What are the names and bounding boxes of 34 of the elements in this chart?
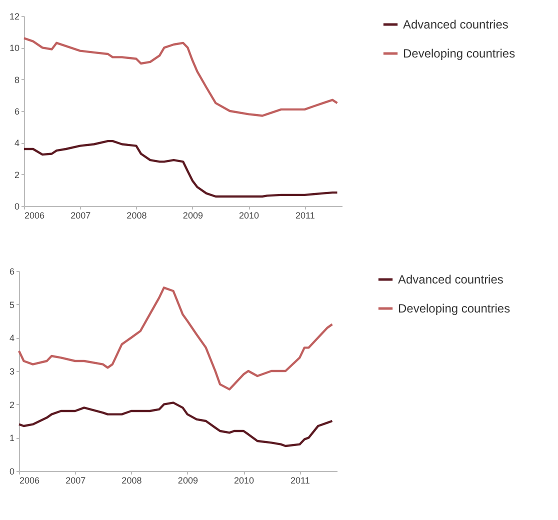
- x-tick-label: 2006: [24, 210, 45, 220]
- y-tick-label: 6: [14, 106, 20, 116]
- x-tick-label: 2007: [70, 210, 91, 220]
- legend-label: Developing countries: [398, 302, 510, 316]
- y-tick-label: 6: [9, 266, 14, 276]
- x-tick-label: 2006: [20, 476, 40, 486]
- y-tick-label: 0: [9, 466, 14, 476]
- y-tick-label: 10: [9, 43, 20, 54]
- y-tick-label: 4: [9, 333, 14, 344]
- y-tick-label: 3: [9, 366, 14, 376]
- y-tick-label: 5: [9, 300, 14, 310]
- legend-label: Developing countries: [403, 46, 516, 60]
- x-tick-label: 2007: [66, 476, 86, 486]
- line-series: [18, 402, 334, 448]
- x-tick-label: 2010: [234, 476, 254, 486]
- y-tick-label: 8: [14, 74, 20, 85]
- line-series: [18, 286, 334, 390]
- y-tick-label: 2: [9, 400, 14, 410]
- x-tick-label: 2009: [182, 210, 203, 220]
- x-tick-label: 2008: [122, 476, 142, 486]
- legend-label: Advanced countries: [403, 18, 508, 32]
- y-tick-label: 2: [14, 170, 20, 180]
- x-tick-label: 2008: [126, 210, 147, 220]
- y-tick-label: 1: [9, 433, 14, 444]
- x-tick-label: 2010: [239, 210, 260, 220]
- y-tick-label: 4: [14, 138, 20, 148]
- x-tick-label: 2009: [178, 476, 198, 486]
- line-series: [22, 37, 338, 117]
- x-tick-label: 2011: [290, 476, 310, 486]
- line-series: [22, 140, 338, 198]
- legend-label: Advanced countries: [398, 272, 504, 286]
- y-tick-label: 0: [14, 202, 20, 212]
- y-tick-label: 12: [9, 12, 20, 22]
- x-tick-label: 2011: [295, 210, 315, 220]
